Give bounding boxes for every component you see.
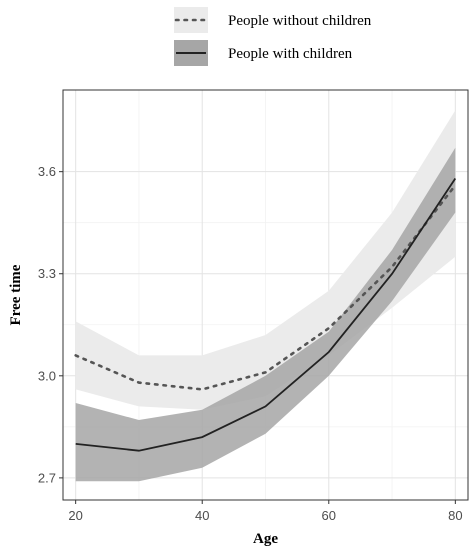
y-tick-label: 3.6 bbox=[38, 164, 56, 179]
legend-label-without-children: People without children bbox=[228, 13, 372, 29]
axis-ticks: 20 40 60 80 2.7 3.0 3.3 3.6 bbox=[38, 164, 463, 523]
legend: People without children People with chil… bbox=[174, 7, 372, 66]
x-axis-title: Age bbox=[253, 531, 278, 547]
y-tick-label: 2.7 bbox=[38, 470, 56, 485]
legend-label-with-children: People with children bbox=[228, 46, 353, 62]
y-tick-label: 3.3 bbox=[38, 266, 56, 281]
x-tick-label: 80 bbox=[448, 508, 462, 523]
x-tick-label: 60 bbox=[322, 508, 336, 523]
x-tick-label: 20 bbox=[68, 508, 82, 523]
x-tick-label: 40 bbox=[195, 508, 209, 523]
plot-border bbox=[62, 89, 469, 501]
y-axis-title: Free time bbox=[8, 264, 24, 325]
series-line-without-children bbox=[74, 184, 457, 391]
y-tick-label: 3.0 bbox=[38, 368, 56, 383]
series-line-with-children bbox=[75, 178, 457, 452]
series-lines bbox=[74, 178, 457, 452]
confidence-band-without-children bbox=[75, 110, 456, 410]
